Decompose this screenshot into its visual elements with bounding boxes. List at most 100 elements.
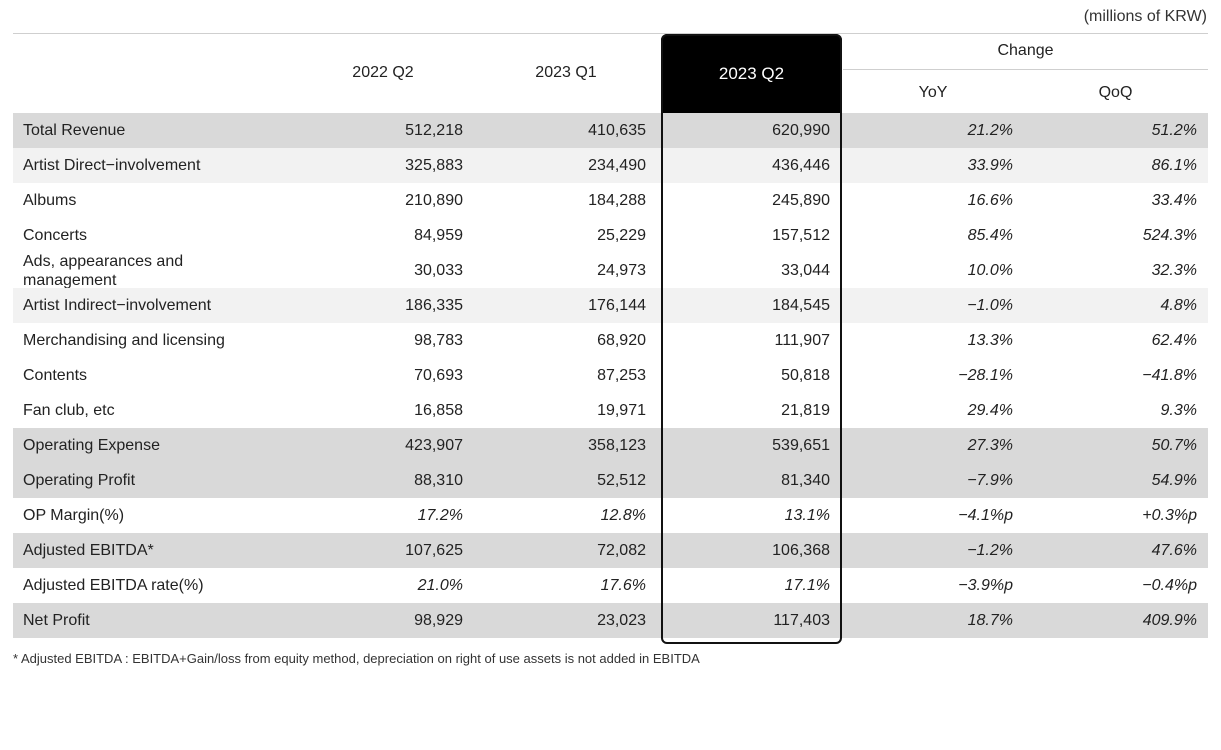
value-qoq: 32.3% [1151,261,1197,279]
value-yoy: 10.0% [967,261,1013,279]
value-qoq: 33.4% [1151,191,1197,209]
value-yoy: 13.3% [967,331,1013,349]
value-2022q2: 107,625 [405,541,463,559]
table-row: Artist Direct−involvement 325,883 234,490 4… [13,148,1208,183]
value-yoy: 16.6% [967,191,1013,209]
value-qoq: 409.9% [1142,611,1197,629]
value-qoq: 4.8% [1160,296,1197,314]
value-yoy: 29.4% [967,401,1013,419]
value-2022q2: 512,218 [405,121,463,139]
value-2022q2: 98,929 [414,611,463,629]
row-label: OP Margin(%) [23,507,125,524]
value-2023q2: 33,044 [781,261,830,279]
row-label: Adjusted EBITDA rate(%) [23,577,204,594]
row-label: Ads, appearances and management [23,252,184,289]
table-row: Concerts 84,959 25,229 157,512 85.4% 524.3% [13,218,1208,253]
row-label: Net Profit [23,612,90,629]
financial-table-body: Total Revenue 512,218 410,635 620,990 21.2% 5… [13,113,1208,638]
header-2023q2: 2023 Q2 [661,34,842,113]
value-2023q1: 12.8% [600,506,646,524]
value-2022q2: 210,890 [405,191,463,209]
value-2023q1: 176,144 [588,296,646,314]
value-yoy: 85.4% [967,226,1013,244]
value-2022q2: 84,959 [414,226,463,244]
value-2022q2: 16,858 [414,401,463,419]
value-2022q2: 21.0% [417,576,463,594]
value-2023q2: 117,403 [773,611,830,629]
value-yoy: −3.9%p [958,576,1013,594]
value-qoq: 51.2% [1151,121,1197,139]
row-label: Merchandising and licensing [23,332,225,349]
value-2022q2: 17.2% [417,506,463,524]
value-2022q2: 325,883 [405,156,463,174]
change-divider [843,69,1208,70]
value-2023q1: 23,023 [597,611,646,629]
table-row: Net Profit 98,929 23,023 117,403 18.7% 409.9% [13,603,1208,638]
row-label: Artist Indirect−involvement [23,297,212,314]
row-label: Operating Expense [23,437,160,454]
footnote: * Adjusted EBITDA : EBITDA+Gain/loss fro… [13,651,700,666]
value-yoy: −1.0% [967,296,1013,314]
value-2023q1: 410,635 [588,121,646,139]
row-label: Artist Direct−involvement [23,157,201,174]
value-qoq: 86.1% [1151,156,1197,174]
table-row: Ads, appearances and management 30,033 24,… [13,252,1208,289]
value-2022q2: 70,693 [414,366,463,384]
row-label: Fan club, etc [23,402,115,419]
table-row: Adjusted EBITDA rate(%) 21.0% 17.6% 17.1% −3… [13,568,1208,603]
value-yoy: 33.9% [967,156,1013,174]
header-2022q2: 2022 Q2 [352,64,414,81]
value-2023q1: 19,971 [597,401,646,419]
value-2023q2: 539,651 [772,436,830,454]
value-2023q2: 50,818 [781,366,830,384]
value-2022q2: 423,907 [405,436,463,454]
table-row: Fan club, etc 16,858 19,971 21,819 29.4% 9.3% [13,393,1208,428]
value-qoq: 62.4% [1151,331,1197,349]
row-label: Contents [23,367,88,384]
value-2023q2: 620,990 [772,121,830,139]
value-qoq: +0.3%p [1142,506,1197,524]
table-row: Contents 70,693 87,253 50,818 −28.1% −41.8% [13,358,1208,393]
value-2023q1: 24,973 [597,261,646,279]
value-2023q1: 87,253 [597,366,646,384]
value-2023q2: 17.1% [784,576,830,594]
table-row: Artist Indirect−involvement 186,335 176,14… [13,288,1208,323]
header-yoy: YoY [918,84,948,101]
header-change: Change [997,42,1054,59]
unit-note: (millions of KRW) [1083,8,1207,25]
table-row: Operating Expense 423,907 358,123 539,651 27… [13,428,1208,463]
value-yoy: −28.1% [958,366,1013,384]
value-2023q2: 106,368 [772,541,830,559]
row-label: Adjusted EBITDA* [23,542,154,559]
value-yoy: −4.1%p [958,506,1013,524]
row-label: Total Revenue [23,122,126,139]
value-2022q2: 88,310 [414,471,463,489]
value-2023q2: 13.1% [784,506,830,524]
value-2023q1: 234,490 [588,156,646,174]
value-yoy: −1.2% [967,541,1013,559]
value-2023q1: 184,288 [588,191,646,209]
value-qoq: −0.4%p [1142,576,1197,594]
table-row: Adjusted EBITDA* 107,625 72,082 106,368 −1.2… [13,533,1208,568]
value-yoy: 21.2% [967,121,1013,139]
value-2023q2: 436,446 [772,156,830,174]
header-qoq: QoQ [1098,84,1133,101]
value-2023q1: 17.6% [600,576,646,594]
value-2023q2: 184,545 [772,296,830,314]
value-yoy: 27.3% [967,436,1013,454]
table-row: Total Revenue 512,218 410,635 620,990 21.2% 5… [13,113,1208,148]
value-2022q2: 98,783 [414,331,463,349]
value-qoq: 47.6% [1151,541,1197,559]
value-2022q2: 186,335 [405,296,463,314]
value-2023q1: 25,229 [597,226,646,244]
value-2022q2: 30,033 [414,261,463,279]
row-label: Concerts [23,227,88,244]
value-2023q1: 72,082 [597,541,646,559]
row-label: Operating Profit [23,472,136,489]
value-2023q1: 68,920 [597,331,646,349]
value-yoy: 18.7% [967,611,1013,629]
table-row: Operating Profit 88,310 52,512 81,340 −7.9% 5… [13,463,1208,498]
value-qoq: 54.9% [1151,471,1197,489]
value-2023q2: 21,819 [781,401,830,419]
table-top-border [13,33,1208,34]
